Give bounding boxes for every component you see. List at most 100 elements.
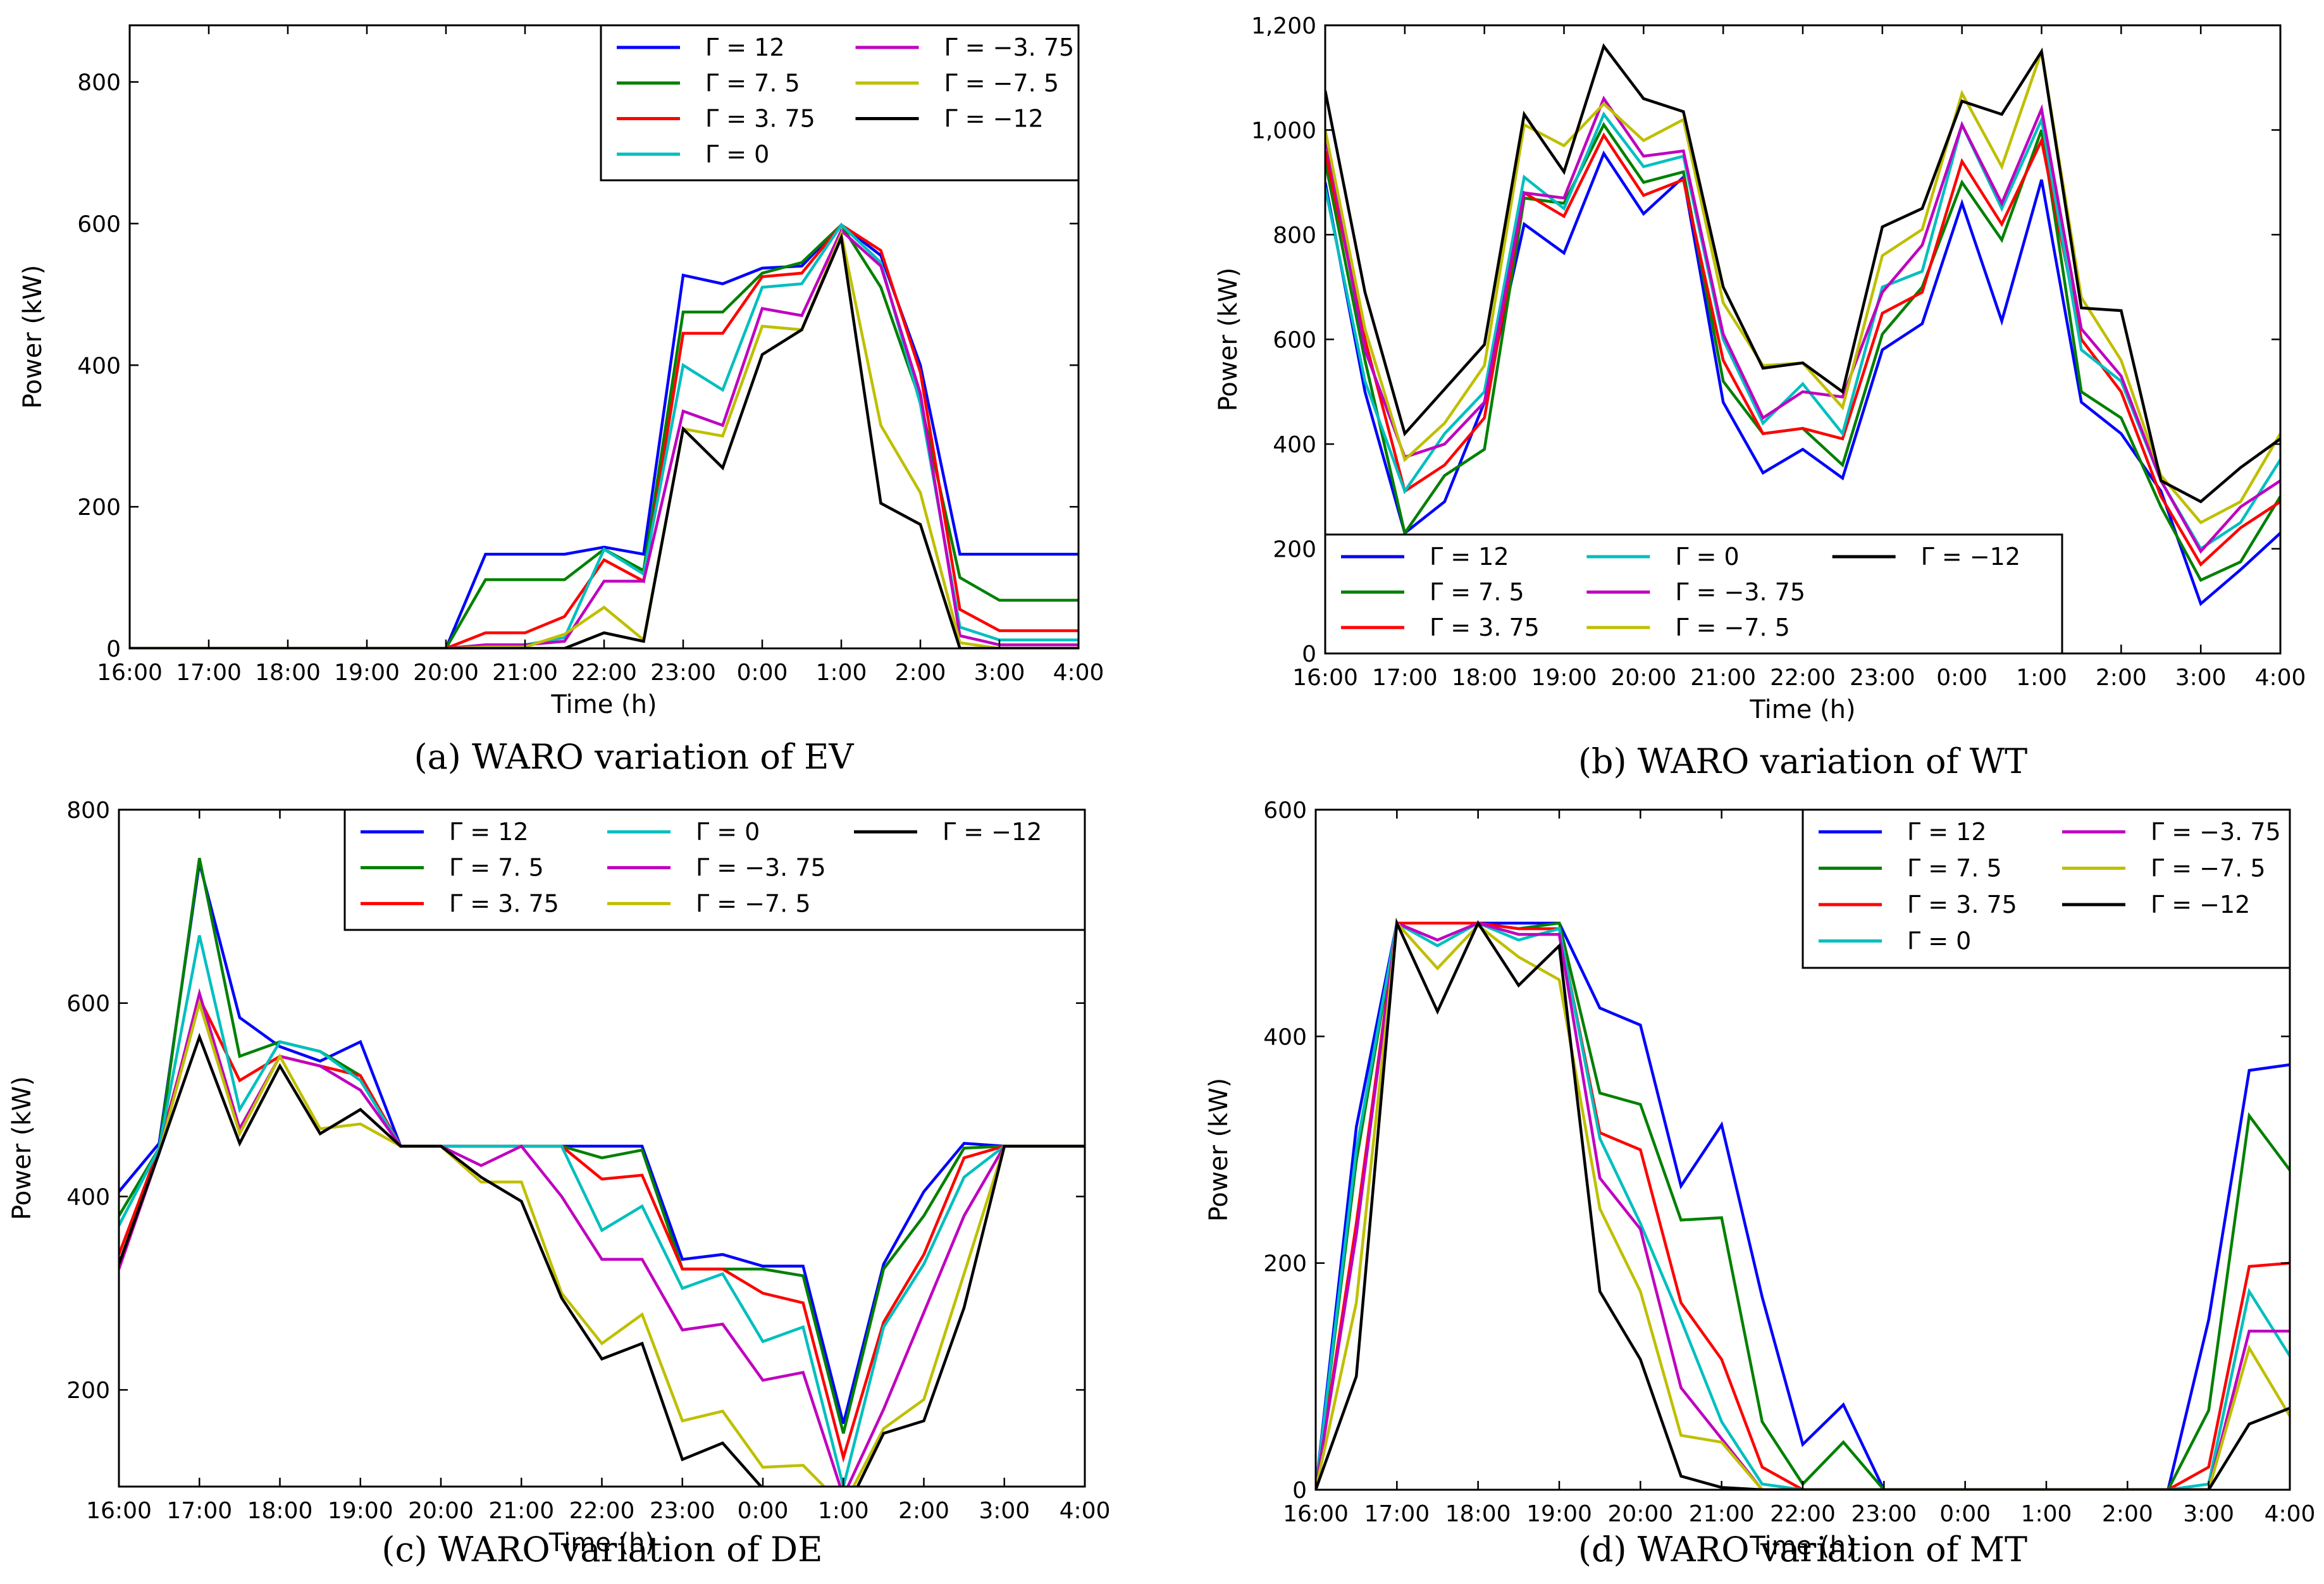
panel-caption: (c) WARO variation of DE xyxy=(381,1530,822,1569)
x-tick-label: 18:00 xyxy=(1452,665,1517,691)
series-line-ev-4 xyxy=(130,228,1079,648)
x-tick-label: 23:00 xyxy=(1851,1501,1917,1527)
y-axis-label: Power (kW) xyxy=(8,1076,37,1220)
y-tick-label: 0 xyxy=(106,636,121,662)
series-line-ev-6 xyxy=(130,232,1079,648)
legend: Γ = 12 Γ = 7. 5 Γ = 3. 75 Γ = 0 Γ = −3. 75 Γ … xyxy=(1324,533,2063,655)
legend-label: Γ = 0 xyxy=(705,140,769,168)
y-tick-label: 1,000 xyxy=(1251,118,1316,144)
x-tick-label: 19:00 xyxy=(334,660,400,686)
x-tick-label: 21:00 xyxy=(1690,665,1756,691)
legend-box xyxy=(1324,533,2063,655)
x-tick-label: 20:00 xyxy=(408,1498,474,1524)
panel-de: 16:00 17:00 18:00 19:00 20:00 21:00 22:00 23:00… xyxy=(8,798,1110,1569)
x-tick-label: 2:00 xyxy=(2102,1501,2153,1527)
x-axis-label: Time (h) xyxy=(548,1528,655,1557)
x-tick-label: 4:00 xyxy=(1060,1498,1111,1524)
series-line-de-3 xyxy=(119,935,1085,1487)
y-tick-label: 0 xyxy=(1302,641,1316,667)
x-tick-label: 16:00 xyxy=(86,1498,152,1524)
x-tick-label: 22:00 xyxy=(1770,665,1836,691)
series-line-wt-4 xyxy=(1325,96,2280,554)
y-tick-label: 600 xyxy=(77,211,121,237)
y-tick-label: 200 xyxy=(1273,537,1316,563)
legend-label: Γ = −7. 5 xyxy=(944,69,1060,97)
series-line-ev-0 xyxy=(130,223,1079,648)
legend-label: Γ = 3. 75 xyxy=(705,105,815,133)
legend-label: Γ = −3. 75 xyxy=(944,34,1075,61)
legend-label: Γ = 0 xyxy=(1907,927,1971,955)
x-tick-label: 3:00 xyxy=(2183,1501,2234,1527)
x-tick-label: 17:00 xyxy=(1372,665,1438,691)
x-tick-label: 23:00 xyxy=(650,660,716,686)
panel-caption: (b) WARO variation of WT xyxy=(1578,741,2027,781)
legend-label: Γ = 3. 75 xyxy=(1907,891,2017,919)
x-tick-label: 19:00 xyxy=(328,1498,393,1524)
x-tick-label: 17:00 xyxy=(176,660,242,686)
x-tick-label: 17:00 xyxy=(1364,1501,1430,1527)
legend-label: Γ = 7. 5 xyxy=(1907,855,2002,882)
series-lines xyxy=(130,223,1079,648)
panel-caption: (a) WARO variation of EV xyxy=(414,737,855,777)
legend-label: Γ = 7. 5 xyxy=(1430,578,1524,606)
x-tick-label: 4:00 xyxy=(2265,1501,2316,1527)
y-axis-label: Power (kW) xyxy=(1214,268,1243,412)
x-tick-label: 23:00 xyxy=(1850,665,1915,691)
x-tick-label: 0:00 xyxy=(1939,1501,1991,1527)
legend-box xyxy=(600,24,1080,182)
y-tick-label: 600 xyxy=(66,991,110,1017)
series-line-wt-6 xyxy=(1325,43,2280,504)
legend: Γ = 12 Γ = 7. 5 Γ = 3. 75 Γ = 0 Γ = −3. 75 Γ … xyxy=(600,24,1080,182)
x-tick-label: 4:00 xyxy=(2255,665,2306,691)
panel-wt: 16:00 17:00 18:00 19:00 20:00 21:00 22:00 23:00… xyxy=(1214,13,2306,781)
series-line-de-6 xyxy=(119,1032,1085,1487)
y-tick-label: 1,200 xyxy=(1251,13,1316,39)
series-line-ev-2 xyxy=(130,223,1079,648)
legend-label: Γ = 12 xyxy=(449,818,529,846)
x-tick-label: 20:00 xyxy=(1607,1501,1673,1527)
y-tick-label: 400 xyxy=(66,1184,110,1210)
legend-box xyxy=(1802,808,2291,969)
y-axis-label: Power (kW) xyxy=(1204,1078,1233,1222)
x-tick-label: 19:00 xyxy=(1526,1501,1592,1527)
x-tick-label: 23:00 xyxy=(650,1498,715,1524)
x-tick-label: 18:00 xyxy=(255,660,321,686)
legend-label: Γ = 0 xyxy=(696,818,760,846)
x-axis-label: Time (h) xyxy=(1749,695,1855,724)
x-tick-label: 22:00 xyxy=(1770,1501,1836,1527)
x-tick-label: 3:00 xyxy=(974,660,1025,686)
x-tick-label: 22:00 xyxy=(569,1498,635,1524)
x-tick-label: 3:00 xyxy=(2175,665,2227,691)
x-tick-label: 2:00 xyxy=(898,1498,949,1524)
legend-label: Γ = −7. 5 xyxy=(1675,614,1790,641)
y-tick-label: 800 xyxy=(1273,223,1316,249)
series-line-ev-5 xyxy=(130,229,1079,648)
y-tick-label: 800 xyxy=(77,70,121,96)
x-tick-label: 3:00 xyxy=(979,1498,1030,1524)
y-tick-label: 600 xyxy=(1263,798,1307,824)
x-tick-label: 4:00 xyxy=(1053,660,1104,686)
legend-label: Γ = −3. 75 xyxy=(696,854,826,882)
legend-label: Γ = −12 xyxy=(944,105,1044,133)
legend-label: Γ = −12 xyxy=(1921,543,2020,571)
legend-label: Γ = −3. 75 xyxy=(1675,578,1805,606)
x-tick-label: 21:00 xyxy=(488,1498,554,1524)
y-tick-label: 400 xyxy=(1273,432,1316,458)
x-tick-label: 2:00 xyxy=(2096,665,2147,691)
legend-label: Γ = −7. 5 xyxy=(696,889,811,917)
y-tick-label: 0 xyxy=(1292,1478,1307,1504)
panel-ev: 16:00 17:00 18:00 19:00 20:00 21:00 22:00 23:00… xyxy=(18,24,1104,777)
x-tick-label: 22:00 xyxy=(571,660,637,686)
legend-label: Γ = 0 xyxy=(1675,543,1739,571)
legend-label: Γ = 3. 75 xyxy=(1430,614,1540,641)
x-tick-label: 18:00 xyxy=(247,1498,313,1524)
series-line-de-0 xyxy=(119,862,1085,1425)
series-line-de-5 xyxy=(119,998,1085,1487)
x-tick-label: 1:00 xyxy=(816,660,867,686)
x-tick-label: 18:00 xyxy=(1445,1501,1511,1527)
legend-label: Γ = −12 xyxy=(2151,891,2250,919)
x-tick-label: 2:00 xyxy=(895,660,946,686)
legend-label: Γ = −3. 75 xyxy=(2151,818,2281,846)
x-axis-label: Time (h) xyxy=(550,690,657,719)
